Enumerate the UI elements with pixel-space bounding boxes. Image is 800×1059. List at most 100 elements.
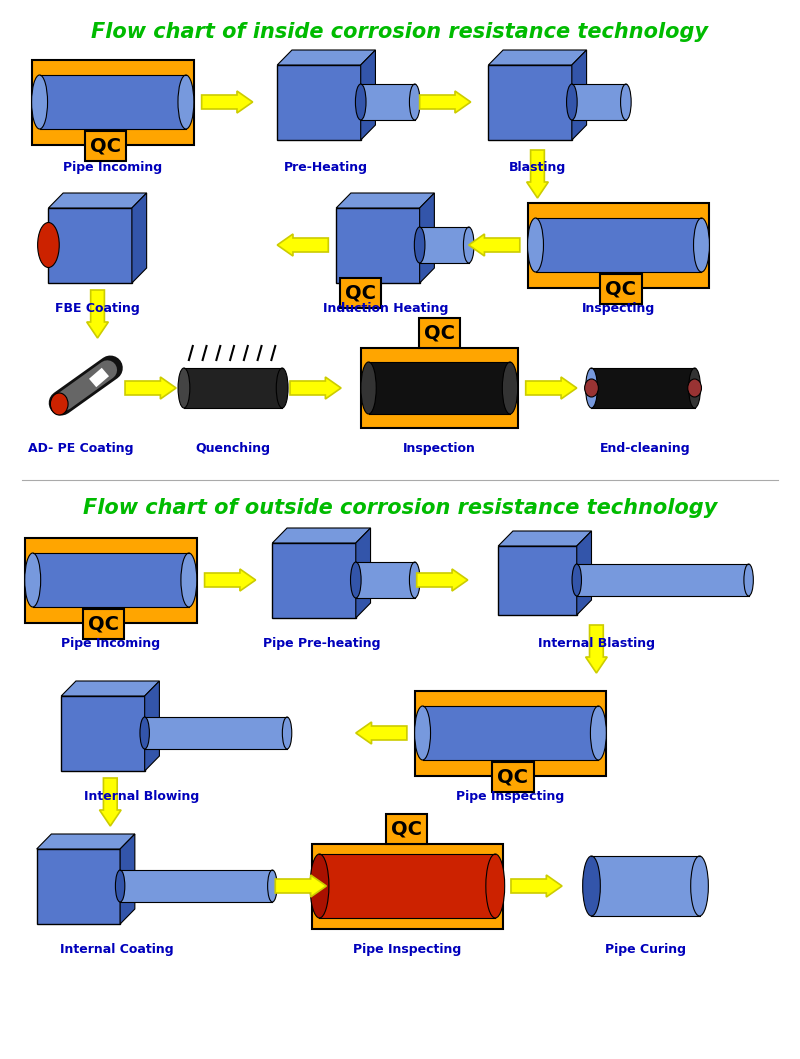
Bar	[272, 543, 356, 618]
Ellipse shape	[527, 218, 543, 272]
Bar	[49, 208, 132, 283]
FancyArrow shape	[202, 91, 253, 113]
Ellipse shape	[178, 367, 190, 408]
Bar	[61, 696, 145, 771]
Ellipse shape	[586, 367, 598, 408]
Ellipse shape	[115, 870, 125, 902]
Ellipse shape	[621, 84, 631, 120]
Ellipse shape	[410, 84, 420, 120]
FancyArrow shape	[511, 875, 562, 897]
Ellipse shape	[694, 218, 710, 272]
Text: Inspection: Inspection	[403, 442, 476, 455]
Ellipse shape	[361, 362, 376, 414]
Bar	[492, 762, 534, 792]
Bar	[145, 717, 287, 749]
Text: QC: QC	[90, 137, 121, 156]
Polygon shape	[336, 193, 434, 208]
Ellipse shape	[688, 379, 702, 397]
Polygon shape	[361, 50, 375, 140]
Bar	[85, 131, 126, 161]
Ellipse shape	[38, 222, 59, 268]
Text: QC: QC	[606, 280, 637, 299]
Text: Internal Coating: Internal Coating	[60, 943, 174, 956]
Text: Inspecting: Inspecting	[582, 302, 654, 315]
Ellipse shape	[32, 75, 47, 129]
Ellipse shape	[414, 706, 430, 760]
Text: Internal Blowing: Internal Blowing	[84, 790, 199, 803]
Polygon shape	[145, 681, 159, 771]
Text: Blasting: Blasting	[509, 161, 566, 174]
Polygon shape	[488, 50, 586, 65]
Ellipse shape	[140, 717, 150, 749]
Bar	[535, 218, 702, 272]
Bar	[312, 844, 503, 929]
Polygon shape	[572, 50, 586, 140]
Ellipse shape	[572, 564, 582, 596]
Text: QC: QC	[498, 768, 529, 787]
Ellipse shape	[585, 379, 598, 397]
Ellipse shape	[690, 856, 708, 916]
Ellipse shape	[689, 367, 701, 408]
Ellipse shape	[310, 854, 329, 918]
Bar	[336, 208, 420, 283]
Ellipse shape	[463, 227, 474, 263]
Bar	[120, 870, 272, 902]
Text: AD- PE Coating: AD- PE Coating	[28, 442, 134, 455]
Ellipse shape	[282, 717, 292, 749]
Polygon shape	[37, 834, 135, 849]
FancyArrow shape	[205, 569, 256, 591]
Ellipse shape	[276, 367, 288, 408]
Ellipse shape	[590, 706, 606, 760]
Bar	[39, 75, 186, 129]
Bar	[420, 227, 469, 263]
Bar	[33, 553, 189, 607]
Polygon shape	[577, 531, 591, 615]
Polygon shape	[120, 834, 135, 925]
Polygon shape	[49, 193, 146, 208]
Ellipse shape	[181, 553, 197, 607]
Bar	[498, 546, 577, 615]
Ellipse shape	[582, 856, 600, 916]
FancyArrow shape	[526, 150, 548, 198]
Text: End-cleaning: End-cleaning	[600, 442, 691, 455]
Text: Pre-Heating: Pre-Heating	[284, 161, 368, 174]
Bar	[591, 367, 694, 408]
Polygon shape	[420, 193, 434, 283]
Ellipse shape	[50, 393, 68, 415]
Bar	[83, 609, 124, 639]
Text: QC: QC	[88, 614, 119, 633]
Bar	[25, 538, 197, 623]
FancyArrow shape	[99, 778, 121, 826]
FancyArrow shape	[420, 91, 470, 113]
Text: FBE Coating: FBE Coating	[55, 302, 140, 315]
FancyArrow shape	[290, 377, 341, 399]
Text: Pipe Pre-heating: Pipe Pre-heating	[262, 638, 380, 650]
FancyArrow shape	[469, 234, 520, 256]
Text: Pipe Curing: Pipe Curing	[605, 943, 686, 956]
FancyArrow shape	[125, 377, 176, 399]
Ellipse shape	[744, 564, 754, 596]
Bar	[361, 84, 414, 120]
Polygon shape	[132, 193, 146, 283]
Bar	[488, 65, 572, 140]
Ellipse shape	[268, 870, 277, 902]
Polygon shape	[61, 681, 159, 696]
Bar	[591, 856, 699, 916]
FancyArrow shape	[526, 377, 577, 399]
Text: QC: QC	[391, 820, 422, 839]
Polygon shape	[498, 531, 591, 546]
Bar	[600, 274, 642, 304]
Polygon shape	[278, 50, 375, 65]
Text: Flow chart of inside corrosion resistance technology: Flow chart of inside corrosion resistanc…	[91, 22, 709, 42]
Ellipse shape	[566, 84, 577, 120]
Text: Induction Heating: Induction Heating	[322, 302, 448, 315]
Bar	[184, 367, 282, 408]
Text: QC: QC	[346, 284, 376, 303]
Bar	[577, 564, 749, 596]
Text: Pipe Inspecting: Pipe Inspecting	[456, 790, 564, 803]
Ellipse shape	[502, 362, 518, 414]
Ellipse shape	[486, 854, 505, 918]
Bar	[528, 203, 710, 288]
Bar	[319, 854, 495, 918]
Bar	[356, 562, 414, 598]
